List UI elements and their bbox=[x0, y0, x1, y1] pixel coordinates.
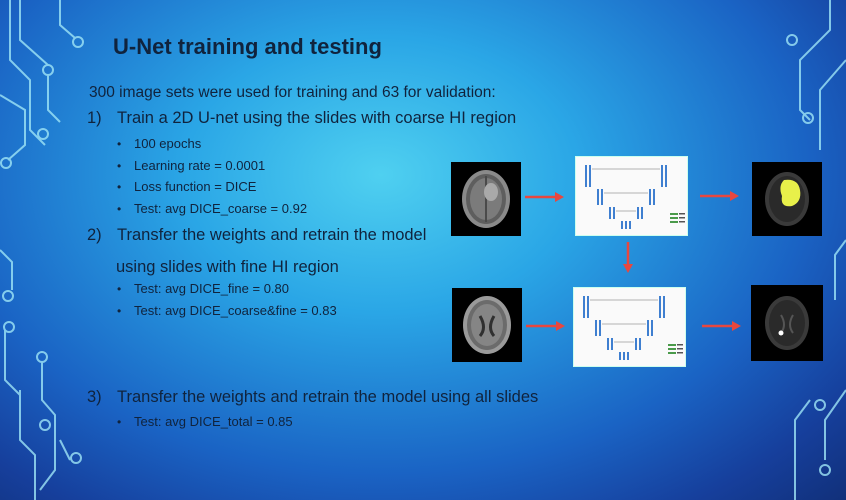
step-3: 3) Transfer the weights and retrain the m… bbox=[87, 388, 538, 407]
list-item: • 100 epochs bbox=[117, 136, 202, 151]
right-arrow-icon bbox=[525, 192, 564, 202]
unet-diagram-icon bbox=[575, 156, 688, 236]
step-3-number: 3) bbox=[87, 388, 102, 406]
list-item: • Test: avg DICE_fine = 0.80 bbox=[117, 281, 290, 296]
list-item: • Test: avg DICE_coarse&fine = 0.83 bbox=[117, 302, 337, 318]
step-2-text: Transfer the weights and retrain the mod… bbox=[117, 226, 427, 244]
list-item: • Learning rate = 0.0001 bbox=[117, 157, 266, 173]
brain-mri-icon bbox=[451, 162, 521, 236]
segmented-mri-icon bbox=[751, 285, 823, 361]
step-3-bullets: • Test: avg DICE_total = 0.85 bbox=[117, 411, 293, 433]
right-arrow-icon bbox=[702, 321, 741, 331]
list-item: • Test: avg DICE_coarse = 0.92 bbox=[117, 200, 308, 216]
step-2-text-continued: using slides with fine HI region bbox=[116, 258, 339, 276]
step-2-bullets: • Test: avg DICE_fine = 0.80 • Test: avg D… bbox=[117, 278, 337, 321]
down-arrow-icon bbox=[623, 242, 633, 273]
segmented-mri-icon bbox=[752, 162, 822, 236]
step-1-bullets: • 100 epochs • Learning rate = 0.0001 • Los… bbox=[117, 133, 307, 219]
step-1-text: Train a 2D U-net using the slides with c… bbox=[117, 109, 517, 127]
step-2-number: 2) bbox=[87, 226, 102, 244]
step-3-text: Transfer the weights and retrain the mod… bbox=[117, 388, 539, 406]
list-item: • Test: avg DICE_total = 0.85 bbox=[117, 414, 293, 429]
right-arrow-icon bbox=[700, 191, 739, 201]
right-arrow-icon bbox=[526, 321, 565, 331]
list-item: • Loss function = DICE bbox=[117, 179, 257, 194]
slide-title: U-Net training and testing bbox=[113, 34, 382, 59]
step-2: 2) Transfer the weights and retrain the m… bbox=[87, 226, 426, 245]
step-1-number: 1) bbox=[87, 109, 102, 127]
step-1: 1) Train a 2D U-net using the slides with… bbox=[87, 109, 516, 128]
unet-diagram-icon bbox=[573, 287, 686, 367]
intro-text: 300 image sets were used for training an… bbox=[89, 84, 496, 101]
brain-mri-icon bbox=[452, 288, 522, 362]
